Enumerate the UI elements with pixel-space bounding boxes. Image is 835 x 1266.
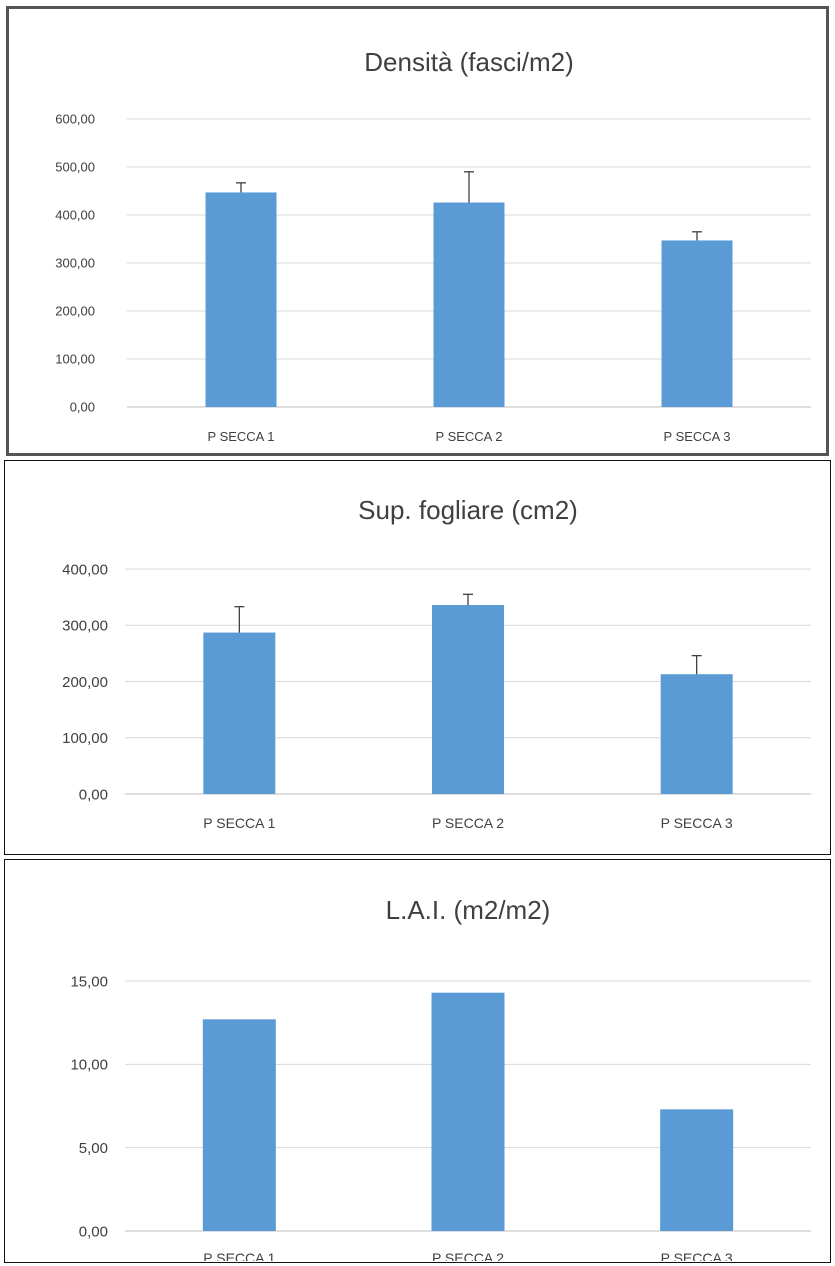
chart-title: Densità (fasci/m2) [364,47,574,77]
x-category-label: P SECCA 3 [661,1250,733,1261]
y-tick-label: 300,00 [62,618,108,635]
x-category-label: P SECCA 1 [203,815,275,831]
bar-3 [660,674,733,794]
y-tick-label: 600,00 [55,112,95,127]
chart-title: Sup. fogliare (cm2) [358,495,578,525]
bar-1 [205,192,277,407]
chart-sup-fogliare: Sup. fogliare (cm2) 0,00 100,00 200,00 300,0… [4,460,831,855]
x-category-label: P SECCA 1 [203,1250,275,1261]
chart-densita: Densità (fasci/m2) 0,00 100,00 200,00 300,00… [6,6,829,456]
chart-densita-svg: Densità (fasci/m2) 0,00 100,00 200,00 300,00… [55,47,811,444]
x-category-label: P SECCA 2 [432,1250,504,1261]
chart-title: L.A.I. (m2/m2) [386,895,551,925]
bar-3 [660,1109,734,1231]
y-tick-label: 0,00 [70,400,95,415]
bar-1 [203,632,276,794]
x-category-label: P SECCA 3 [664,429,731,444]
x-category-label: P SECCA 2 [436,429,503,444]
chart-lai: L.A.I. (m2/m2) 0,00 5,00 10,00 15,00 P SECCA … [4,859,831,1263]
bar-2 [431,992,505,1231]
y-tick-label: 400,00 [62,561,108,578]
y-tick-label: 200,00 [62,674,108,691]
y-tick-label: 5,00 [79,1140,108,1157]
y-tick-label: 15,00 [70,973,108,990]
x-category-label: P SECCA 2 [432,815,504,831]
y-tick-label: 500,00 [55,160,95,175]
bar-2 [433,202,505,407]
y-tick-label: 100,00 [62,730,108,747]
x-category-label: P SECCA 3 [661,815,733,831]
y-tick-label: 0,00 [79,786,108,803]
chart-lai-svg: L.A.I. (m2/m2) 0,00 5,00 10,00 15,00 P SECCA … [70,895,811,1261]
y-tick-label: 400,00 [55,208,95,223]
chart-sup-fogliare-svg: Sup. fogliare (cm2) 0,00 100,00 200,00 300,0… [62,495,811,831]
y-tick-label: 0,00 [79,1223,108,1240]
y-tick-label: 200,00 [55,304,95,319]
y-tick-label: 10,00 [70,1057,108,1074]
bar-3 [661,240,733,407]
bar-1 [202,1019,276,1231]
y-tick-label: 300,00 [55,256,95,271]
bar-2 [432,605,504,794]
y-tick-label: 100,00 [55,352,95,367]
x-category-label: P SECCA 1 [208,429,275,444]
